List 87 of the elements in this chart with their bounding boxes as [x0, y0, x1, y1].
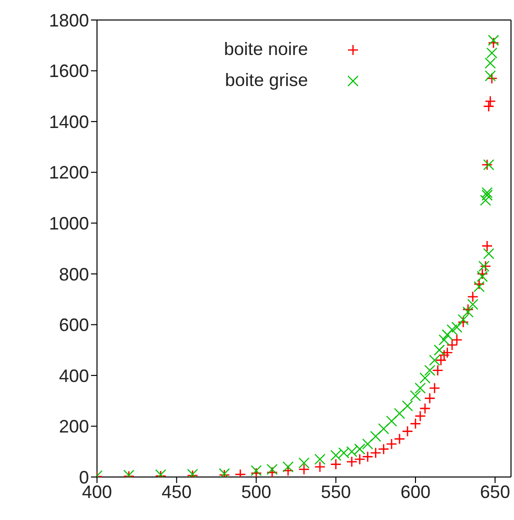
point — [378, 443, 390, 455]
point — [354, 444, 366, 455]
point — [298, 464, 310, 476]
point — [298, 457, 310, 469]
y-tick-label: 1400 — [48, 112, 89, 132]
point — [467, 298, 478, 310]
point — [432, 364, 444, 376]
point — [362, 451, 374, 462]
point — [346, 456, 358, 468]
point — [414, 410, 426, 422]
point — [282, 465, 294, 476]
x-tick-label: 600 — [400, 482, 430, 502]
y-tick-label: 1600 — [48, 61, 89, 82]
point — [330, 450, 342, 461]
point — [474, 278, 485, 290]
point — [428, 382, 440, 394]
legend-label: boite grise — [224, 70, 308, 91]
point — [282, 461, 294, 472]
point — [476, 268, 488, 280]
point — [354, 454, 366, 465]
point — [458, 316, 469, 328]
point — [476, 270, 488, 282]
point — [250, 468, 262, 477]
point — [429, 354, 440, 366]
point — [438, 349, 450, 361]
point — [474, 281, 485, 292]
legend-label: boite noire — [222, 39, 308, 60]
point — [394, 433, 406, 445]
y-tick-label: 1000 — [48, 214, 89, 234]
point — [402, 426, 414, 437]
point — [410, 418, 422, 430]
y-tick-label: 200 — [58, 416, 89, 437]
y-tick-label: 400 — [58, 366, 89, 386]
point — [394, 408, 406, 420]
point — [330, 458, 342, 470]
y-tick-label: 800 — [58, 264, 89, 284]
point — [435, 354, 447, 366]
point — [442, 346, 453, 358]
point — [402, 400, 414, 412]
point — [414, 382, 426, 394]
point — [488, 34, 500, 46]
point — [266, 464, 278, 475]
point — [480, 194, 492, 206]
point — [370, 430, 382, 442]
x-tick-label: 450 — [162, 482, 192, 502]
point — [410, 390, 422, 402]
point — [446, 324, 458, 336]
point — [482, 187, 493, 198]
point — [378, 423, 390, 434]
point — [486, 72, 498, 84]
point — [458, 314, 469, 326]
point — [419, 372, 431, 384]
point — [451, 322, 462, 333]
y-tick-label: 600 — [58, 315, 89, 336]
point — [442, 329, 453, 340]
point — [481, 240, 493, 252]
point — [462, 304, 474, 316]
point — [250, 465, 262, 476]
point — [419, 402, 431, 414]
point — [386, 416, 398, 427]
point — [424, 364, 436, 376]
point — [362, 438, 374, 450]
point — [484, 70, 496, 82]
point — [386, 438, 398, 450]
point — [370, 447, 382, 459]
point — [486, 47, 498, 59]
point — [424, 392, 436, 404]
point — [314, 461, 326, 472]
x-tick-label: 500 — [241, 482, 272, 502]
point — [484, 96, 496, 107]
y-tick-label: 1200 — [48, 162, 89, 183]
x-tick-label: 550 — [320, 482, 351, 502]
point — [484, 58, 496, 69]
point — [266, 466, 278, 477]
point — [488, 37, 500, 48]
point — [451, 334, 463, 346]
point — [462, 306, 474, 318]
x-tick-label: 650 — [480, 482, 510, 502]
point — [434, 344, 445, 356]
point — [467, 291, 478, 302]
point — [482, 190, 493, 201]
point — [483, 248, 494, 260]
point — [483, 100, 494, 112]
point — [446, 339, 458, 351]
point — [438, 334, 450, 346]
y-tick-label: 1800 — [48, 10, 89, 30]
point — [314, 454, 326, 465]
